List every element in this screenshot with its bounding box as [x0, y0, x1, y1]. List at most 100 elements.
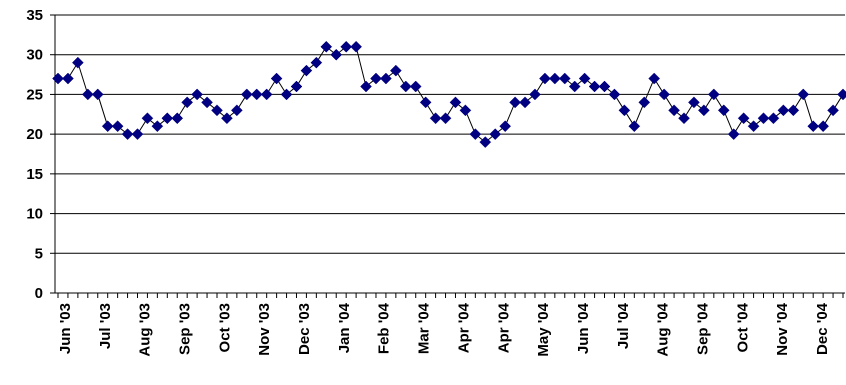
data-point	[131, 128, 144, 140]
x-tick-label: Mar '04	[416, 302, 433, 354]
data-point	[737, 112, 750, 125]
data-point	[817, 120, 829, 133]
data-point	[161, 112, 174, 125]
data-point	[310, 56, 323, 69]
data-point	[757, 112, 770, 125]
data-point	[350, 40, 362, 53]
data-point	[588, 80, 601, 93]
data-point	[81, 88, 94, 101]
data-point	[231, 104, 243, 117]
x-tick-labels: Jun '03 Jul '03 Aug '03 Sep '03 Oct '03 Nov '…	[57, 302, 831, 356]
data-point	[151, 120, 164, 133]
data-point	[698, 104, 710, 117]
x-tick-label: Dec '04	[814, 302, 831, 355]
data-point	[797, 88, 810, 101]
data-point	[171, 112, 184, 125]
data-point	[370, 72, 382, 85]
x-tick-label: May '04	[535, 302, 552, 356]
data-point	[111, 120, 124, 133]
data-point	[578, 72, 591, 85]
data-point	[221, 112, 233, 125]
data-point	[529, 88, 541, 101]
data-point	[429, 112, 442, 125]
data-point	[91, 88, 104, 101]
data-point	[389, 64, 402, 77]
y-tick-labels: 0 5 10 15 20 25 30 35	[26, 7, 43, 302]
data-point	[380, 72, 392, 85]
y-tick-label: 30	[26, 47, 43, 64]
data-point	[648, 72, 661, 85]
data-point	[678, 112, 690, 125]
data-point	[320, 40, 333, 53]
x-tick-label: Apr '04	[455, 302, 472, 353]
data-point	[717, 104, 730, 117]
data-point	[489, 128, 502, 140]
data-point	[260, 88, 273, 101]
data-point	[240, 88, 253, 101]
data-point	[608, 88, 621, 101]
data-point	[558, 72, 571, 85]
data-point	[201, 96, 213, 109]
data-point	[509, 96, 521, 109]
x-tick-label: Oct '03	[216, 303, 233, 352]
data-point	[469, 128, 482, 140]
data-point	[141, 112, 154, 125]
data-point	[688, 96, 700, 109]
y-tick-label: 25	[26, 86, 43, 103]
data-point	[62, 72, 74, 85]
data-point	[568, 80, 581, 93]
y-tick-label: 20	[26, 126, 43, 143]
x-tick-label: Apr '04	[495, 302, 512, 353]
x-tick-label: Jul '04	[615, 302, 632, 349]
x-tick-label: Sep '03	[177, 303, 194, 355]
data-point	[280, 88, 293, 101]
data-point	[409, 80, 422, 93]
data-point	[807, 120, 820, 133]
data-point	[618, 104, 631, 117]
x-tick-label: Jul '03	[97, 303, 114, 349]
data-point	[519, 96, 531, 109]
data-point	[72, 56, 84, 69]
data-point	[548, 72, 561, 85]
x-tick-label: Dec '03	[296, 303, 313, 355]
data-point	[777, 104, 790, 117]
axes	[50, 14, 845, 298]
data-point	[270, 72, 283, 85]
x-tick-label: Oct '04	[734, 302, 751, 352]
data-point	[459, 104, 472, 117]
data-point	[439, 112, 452, 125]
data-point	[211, 104, 223, 117]
x-tick-label: Feb '04	[376, 302, 393, 354]
x-tick-label: Jan '04	[336, 302, 353, 353]
y-tick-label: 35	[26, 7, 43, 24]
data-point	[638, 96, 651, 109]
y-tick-label: 0	[35, 285, 43, 302]
data-point	[399, 80, 412, 93]
y-tick-label: 5	[35, 245, 43, 262]
data-point	[52, 72, 64, 85]
data-point	[360, 80, 372, 93]
data-point	[837, 88, 846, 101]
data-point	[787, 104, 800, 117]
data-point	[628, 120, 641, 133]
data-point	[191, 88, 203, 101]
data-point	[727, 128, 740, 140]
data-point	[499, 120, 512, 133]
y-tick-label: 10	[26, 206, 43, 223]
x-tick-label: Nov '03	[256, 303, 273, 356]
data-point	[479, 136, 492, 148]
data-series	[52, 40, 846, 148]
x-tick-label: Jun '04	[575, 302, 592, 354]
data-point	[330, 48, 343, 61]
x-tick-label: Jun '03	[57, 303, 74, 354]
data-point	[300, 64, 313, 77]
data-point	[449, 96, 462, 109]
data-point	[290, 80, 303, 93]
data-point	[827, 104, 839, 117]
x-tick-label: Sep '04	[694, 302, 711, 355]
data-point	[598, 80, 611, 93]
data-point	[101, 120, 114, 133]
x-tick-label: Nov '04	[774, 302, 791, 355]
data-point	[121, 128, 134, 140]
